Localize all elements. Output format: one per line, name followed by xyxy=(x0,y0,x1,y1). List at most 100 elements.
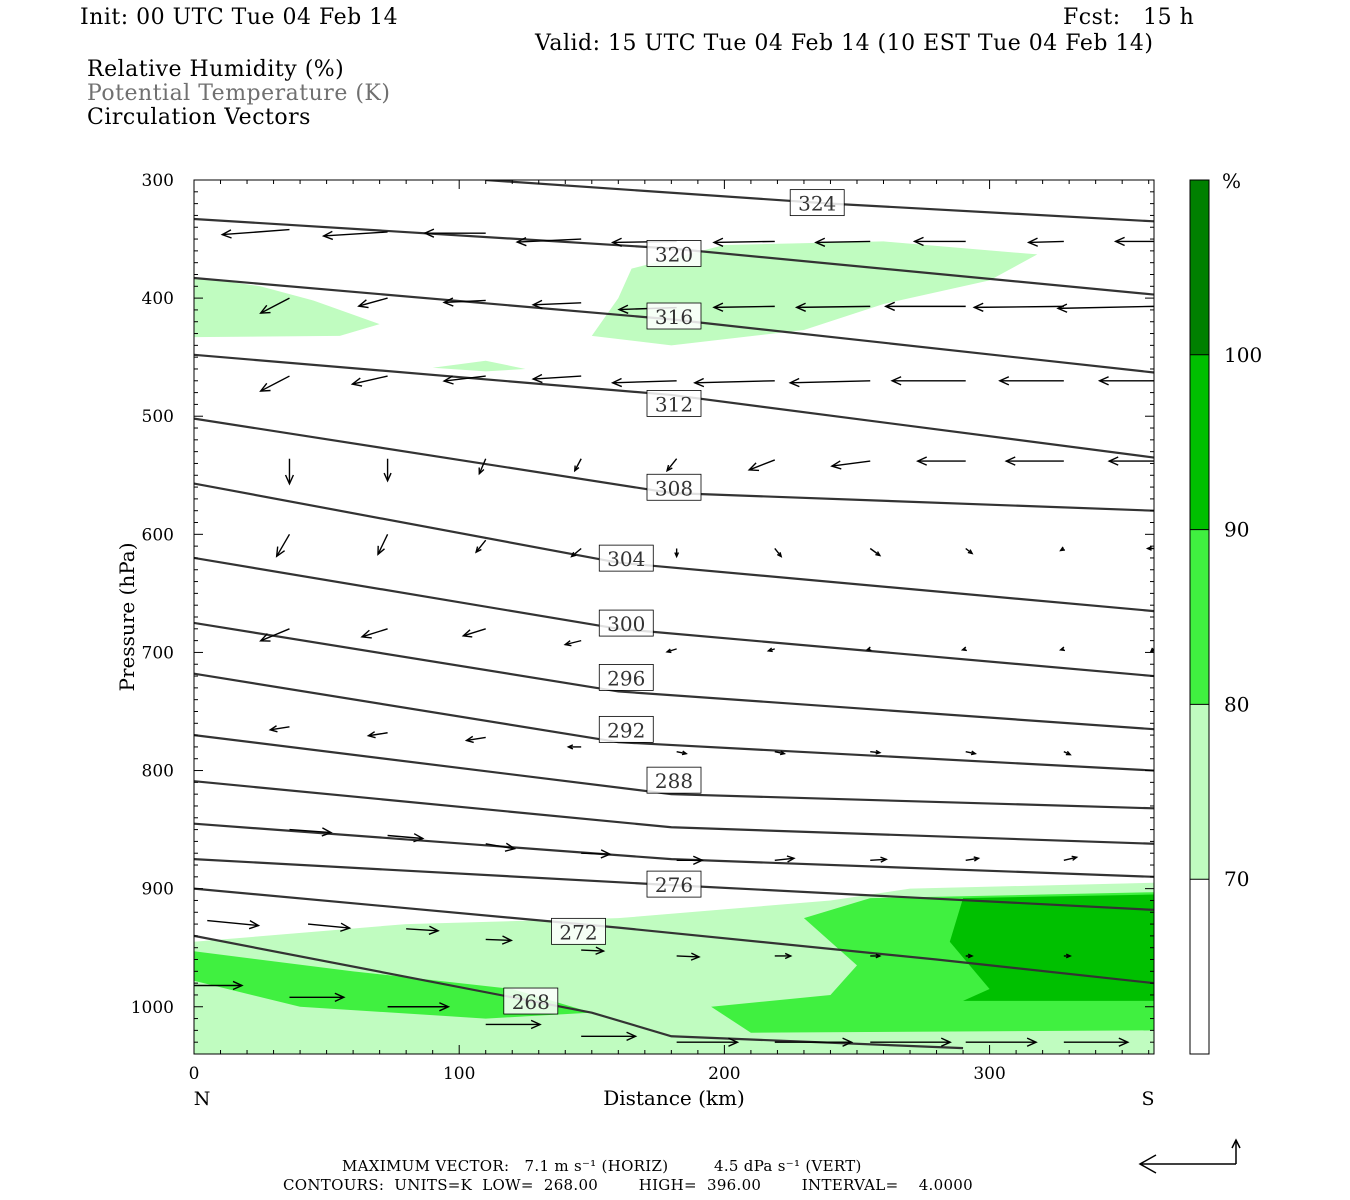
circulation-vector xyxy=(366,731,388,739)
y-tick-label: 700 xyxy=(142,643,174,663)
theta-contour-284 xyxy=(194,780,1154,845)
circulation-vector xyxy=(377,534,389,556)
contour-label-296: 296 xyxy=(607,666,645,690)
colorbar-level-label: 90 xyxy=(1224,518,1249,542)
circulation-vector xyxy=(289,827,333,837)
circulation-vector xyxy=(1063,1037,1130,1047)
rh-region-80-4 xyxy=(194,951,592,1019)
theta-contour-272 xyxy=(194,887,1154,985)
circulation-vector xyxy=(307,922,352,932)
max-vector-note: MAXIMUM VECTOR: 7.1 m s⁻¹ (HORIZ) 4.5 dP… xyxy=(342,1157,862,1175)
circulation-vector xyxy=(423,228,486,238)
circulation-vector xyxy=(485,842,517,852)
rh-region-70-0 xyxy=(194,276,380,338)
contour-info-note: CONTOURS: UNITS=K LOW= 268.00 HIGH= 396.… xyxy=(283,1176,973,1194)
x-axis-label: Distance (km) xyxy=(603,1086,745,1110)
contour-label-box-324 xyxy=(789,189,845,217)
circulation-vector xyxy=(485,1019,542,1030)
circulation-vector xyxy=(912,236,966,247)
circulation-vector xyxy=(1004,456,1064,466)
circulation-vector xyxy=(321,230,388,241)
y-tick-label: 400 xyxy=(142,289,174,309)
colorbar-frame xyxy=(1189,179,1210,1055)
circulation-vector xyxy=(357,297,388,309)
y-tick-label: 500 xyxy=(142,407,174,427)
circulation-vector xyxy=(259,297,290,314)
colorbar-level-label: 100 xyxy=(1224,343,1262,367)
circulation-vector xyxy=(1063,855,1079,861)
contour-label-292: 292 xyxy=(607,718,645,742)
circulation-vector xyxy=(712,302,775,312)
contour-label-300: 300 xyxy=(607,612,645,636)
contour-label-box-304 xyxy=(598,544,654,572)
circulation-vector xyxy=(220,228,290,239)
circulation-vector xyxy=(1059,546,1066,552)
circulation-vector xyxy=(676,1037,740,1047)
circulation-vector xyxy=(884,301,966,312)
circulation-vector xyxy=(676,855,704,865)
circulation-vector xyxy=(870,749,882,755)
circulation-vector xyxy=(965,750,977,756)
circulation-vector xyxy=(774,1037,854,1047)
circulation-vector xyxy=(289,992,346,1002)
legend-circulation-vectors: Circulation Vectors xyxy=(87,105,311,130)
circulation-vector xyxy=(406,925,440,935)
circulation-vector xyxy=(712,237,775,247)
circulation-vector xyxy=(573,458,582,473)
circulation-vector xyxy=(442,297,486,307)
contour-label-box-300 xyxy=(598,609,654,637)
contour-label-box-308 xyxy=(646,473,702,501)
theta-contour-304 xyxy=(194,482,1154,613)
colorbar-segment xyxy=(1190,529,1209,705)
circulation-vector xyxy=(674,548,680,559)
circulation-vector xyxy=(515,236,582,247)
contour-label-304: 304 xyxy=(607,547,645,571)
theta-contour-300 xyxy=(194,556,1154,678)
circulation-vector xyxy=(1026,237,1064,247)
circulation-vector xyxy=(1097,376,1154,386)
circulation-vector xyxy=(563,639,582,647)
circulation-vector xyxy=(870,953,882,959)
circulation-vector xyxy=(485,935,514,945)
circulation-vector xyxy=(259,375,290,392)
circulation-vector xyxy=(676,750,688,756)
x-end-label-south: S xyxy=(1141,1088,1154,1110)
contour-label-box-312 xyxy=(646,390,702,417)
circulation-vector xyxy=(890,376,966,386)
circulation-vector xyxy=(774,548,783,558)
theta-contour-292 xyxy=(194,672,1154,772)
circulation-vector xyxy=(794,302,871,312)
colorbar-level-label: 80 xyxy=(1224,692,1249,716)
circulation-vector xyxy=(1113,236,1154,247)
circulation-vector xyxy=(676,952,701,961)
contour-label-box-292 xyxy=(598,715,654,743)
circulation-vector xyxy=(1063,750,1072,756)
colorbar-segment xyxy=(1190,180,1209,355)
circulation-vector xyxy=(531,373,582,384)
circulation-vector xyxy=(774,952,793,960)
contour-label-276: 276 xyxy=(655,873,693,897)
circulation-vector xyxy=(275,533,291,558)
circulation-vector xyxy=(998,376,1064,386)
y-tick-label: 600 xyxy=(142,525,174,545)
circulation-vector xyxy=(869,547,882,557)
circulation-vector xyxy=(387,1002,451,1012)
circulation-vector xyxy=(814,237,871,247)
circulation-vector xyxy=(207,919,261,930)
circulation-vector xyxy=(766,647,775,653)
contour-label-320: 320 xyxy=(655,242,693,266)
circulation-vector xyxy=(259,628,290,642)
reference-vector-icon xyxy=(1138,1138,1241,1174)
contour-label-288: 288 xyxy=(655,769,693,793)
y-tick-label: 1000 xyxy=(131,998,174,1018)
y-axis-label: Pressure (hPa) xyxy=(115,543,139,692)
contour-label-312: 312 xyxy=(655,392,693,416)
circulation-vector xyxy=(442,375,486,385)
circulation-vector xyxy=(1056,303,1154,313)
contour-label-box-288 xyxy=(646,766,702,794)
circulation-vector xyxy=(1107,456,1154,466)
circulation-vector xyxy=(774,750,787,756)
theta-contour-296 xyxy=(194,621,1154,731)
circulation-vector xyxy=(665,458,678,473)
circulation-vector xyxy=(383,458,392,483)
